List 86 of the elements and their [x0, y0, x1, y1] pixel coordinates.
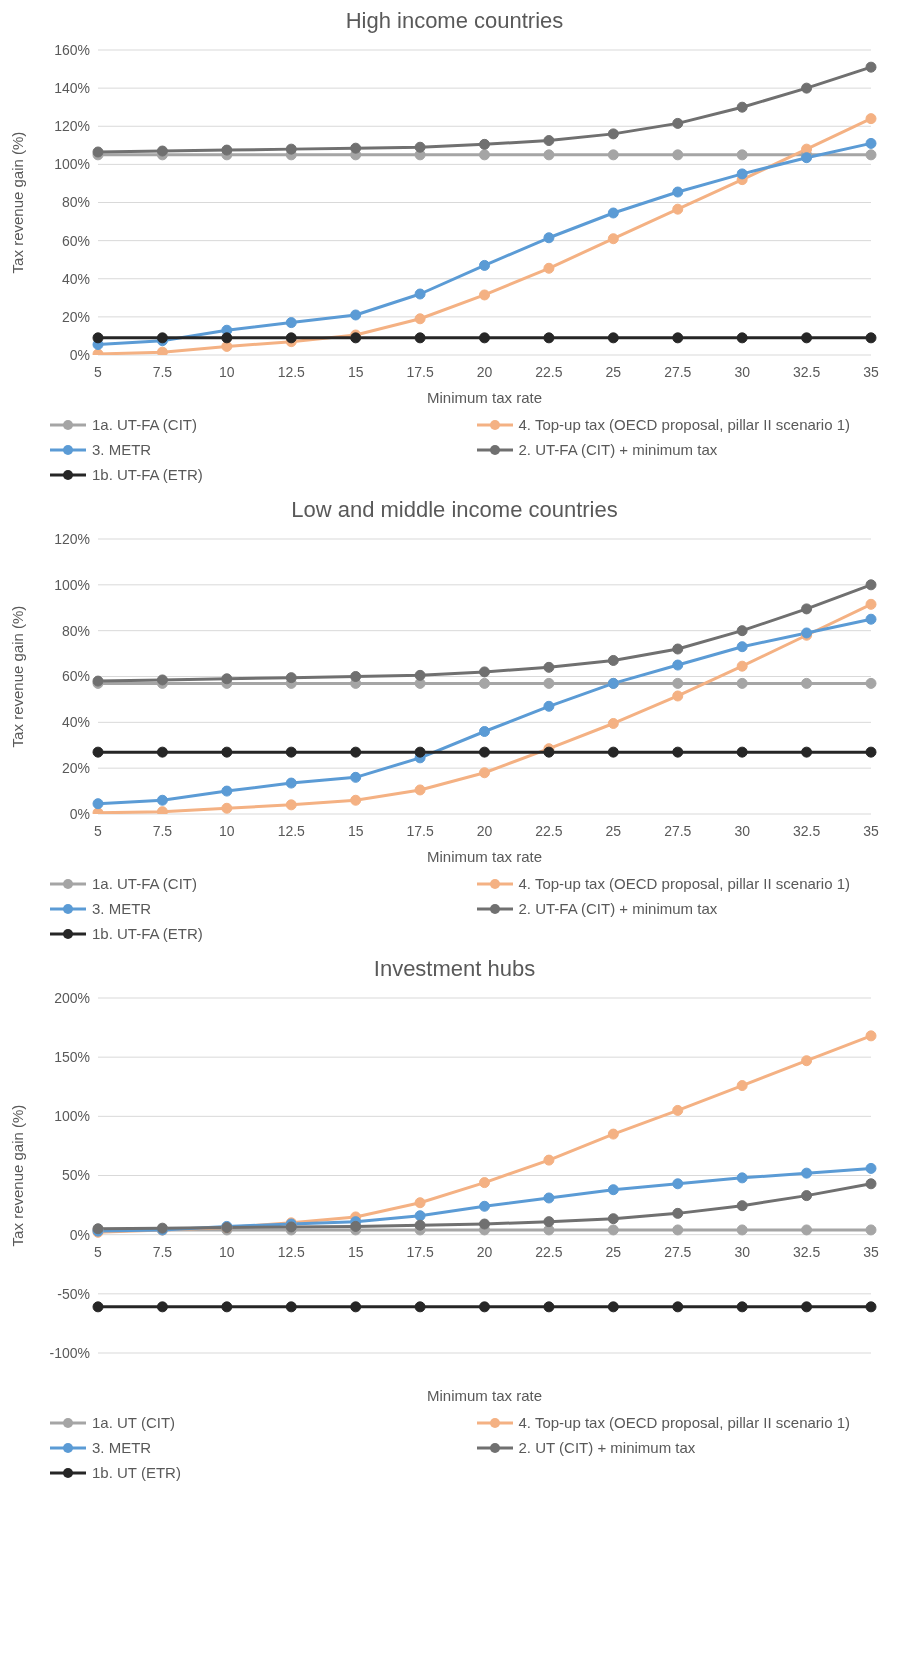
y-tick-label: 20% [61, 760, 90, 777]
y-tick-label: 80% [61, 194, 90, 211]
x-tick-label: 15 [347, 823, 364, 839]
x-tick-label: 25 [605, 364, 622, 380]
x-axis-title: Minimum tax rate [426, 848, 543, 865]
legend-label: 1a. UT-FA (CIT) [92, 416, 198, 433]
legend-label: 1b. UT-FA (ETR) [92, 925, 203, 942]
x-tick-label: 20 [476, 364, 493, 380]
x-tick-label: 10 [219, 1243, 235, 1260]
x-tick-label: 12.5 [277, 823, 306, 839]
y-tick-label: 40% [61, 714, 90, 731]
x-tick-label: 10 [219, 364, 235, 380]
x-tick-label: 22.5 [535, 364, 563, 380]
x-tick-label: 5 [94, 823, 103, 839]
x-tick-label: 15 [347, 364, 364, 380]
x-tick-label: 25 [605, 1243, 622, 1260]
y-tick-label: 120% [54, 530, 90, 547]
legend-label: 4. Top-up tax (OECD proposal, pillar II scenario 1) [518, 875, 851, 892]
x-tick-label: 7.5 [152, 364, 173, 380]
x-tick-label: 17.5 [406, 1243, 434, 1260]
y-tick-label: 20% [61, 308, 90, 325]
y-tick-label: 100% [54, 156, 90, 173]
y-tick-label: -100% [49, 1344, 90, 1361]
x-tick-label: 22.5 [535, 823, 563, 839]
legend-label: 1b. UT-FA (ETR) [92, 466, 203, 483]
x-tick-label: 7.5 [152, 823, 173, 839]
x-tick-label: 32.5 [792, 1243, 821, 1260]
y-tick-label: 0% [69, 805, 90, 822]
x-tick-label: 5 [94, 364, 103, 380]
x-tick-label: 5 [94, 1243, 103, 1260]
legend-label: 4. Top-up tax (OECD proposal, pillar II scenario 1) [518, 416, 851, 433]
x-tick-label: 27.5 [664, 823, 692, 839]
y-tick-label: 0% [69, 346, 90, 363]
y-tick-label: 0% [69, 1226, 90, 1243]
x-tick-label: 22.5 [535, 1243, 563, 1260]
legend-label: 3. METR [92, 441, 152, 458]
legend-label: 3. METR [92, 900, 152, 917]
x-tick-label: 35 [863, 364, 879, 380]
y-axis-title: Tax revenue gain (%) [9, 605, 27, 748]
x-tick-label: 12.5 [277, 1243, 306, 1260]
legend-label: 2. UT-FA (CIT) + minimum tax [518, 441, 718, 458]
legend-label: 3. METR [92, 1439, 152, 1456]
x-tick-label: 15 [347, 1243, 364, 1260]
x-axis-title: Minimum tax rate [426, 389, 543, 406]
y-tick-label: 80% [61, 622, 90, 639]
x-tick-label: 35 [863, 1243, 879, 1260]
y-tick-label: 60% [61, 668, 90, 685]
chart-title: Investment hubs [372, 956, 537, 982]
x-tick-label: 7.5 [152, 1243, 173, 1260]
x-tick-label: 25 [605, 823, 622, 839]
chart-title: Low and middle income countries [290, 497, 619, 523]
x-tick-label: 30 [734, 1243, 751, 1260]
y-axis-title: Tax revenue gain (%) [9, 1104, 27, 1247]
x-tick-label: 32.5 [792, 823, 821, 839]
legend-label: 2. UT (CIT) + minimum tax [518, 1439, 696, 1456]
y-tick-label: 200% [54, 989, 90, 1006]
x-tick-label: 35 [863, 823, 879, 839]
x-tick-label: 30 [734, 364, 751, 380]
x-tick-label: 20 [476, 823, 493, 839]
y-tick-label: 150% [54, 1049, 90, 1066]
x-tick-label: 30 [734, 823, 751, 839]
y-tick-label: 160% [54, 41, 90, 58]
y-tick-label: 60% [61, 232, 90, 249]
y-tick-label: 100% [54, 1108, 90, 1125]
legend-label: 1a. UT-FA (CIT) [92, 875, 198, 892]
y-tick-label: 120% [54, 118, 90, 135]
x-axis-title: Minimum tax rate [426, 1387, 543, 1404]
legend-label: 4. Top-up tax (OECD proposal, pillar II scenario 1) [518, 1414, 851, 1431]
x-tick-label: 17.5 [406, 364, 434, 380]
legend-label: 1b. UT (ETR) [92, 1464, 181, 1481]
legend-label: 1a. UT (CIT) [92, 1414, 176, 1431]
x-tick-label: 20 [476, 1243, 493, 1260]
legend-label: 2. UT-FA (CIT) + minimum tax [518, 900, 718, 917]
x-tick-label: 10 [219, 823, 235, 839]
y-tick-label: 40% [61, 270, 90, 287]
x-tick-label: 17.5 [406, 823, 434, 839]
y-tick-label: 50% [61, 1167, 90, 1184]
chart-title: High income countries [344, 8, 565, 34]
x-tick-label: 27.5 [664, 1243, 692, 1260]
y-tick-label: 140% [54, 80, 90, 97]
x-tick-label: 27.5 [664, 364, 692, 380]
y-tick-label: 100% [54, 576, 90, 593]
y-axis-title: Tax revenue gain (%) [9, 131, 27, 274]
x-tick-label: 32.5 [792, 364, 821, 380]
y-tick-label: -50% [57, 1285, 90, 1302]
x-tick-label: 12.5 [277, 364, 306, 380]
